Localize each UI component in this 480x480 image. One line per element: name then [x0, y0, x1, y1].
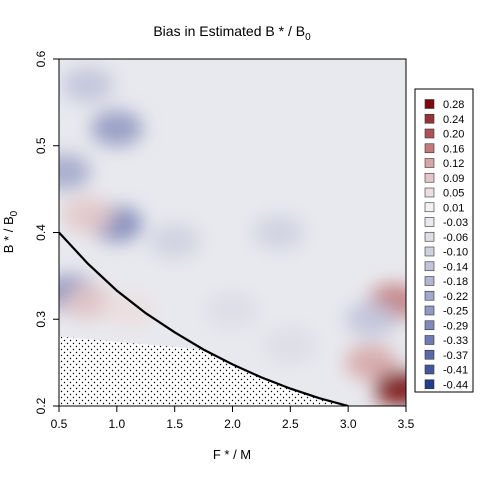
y-axis-label: B * / B0 [1, 210, 20, 253]
heatmap-region-0 [61, 67, 114, 104]
heatmap-region-5 [61, 197, 114, 234]
legend-swatch-11 [424, 261, 435, 272]
legend-box [414, 88, 474, 393]
legend-swatch-2 [424, 128, 435, 139]
x-tick-label-1: 1.0 [108, 417, 125, 431]
legend-swatch-13 [424, 290, 435, 301]
y-axis-label-subscript: 0 [9, 210, 20, 216]
legend-swatch-17 [424, 349, 435, 360]
stippled-region [59, 336, 349, 406]
legend-swatch-4 [424, 158, 435, 168]
legend-label-6: 0.05 [443, 188, 464, 200]
heatmap-region-4 [59, 153, 91, 190]
chart-title: Bias in Estimated B * / B0 [153, 23, 311, 43]
heatmap-cells [59, 67, 406, 406]
legend-label-19: -0.44 [443, 379, 468, 391]
x-axis: 0.5 1.0 1.5 2.0 2.5 3.0 3.5 [51, 406, 415, 431]
legend-swatch-0 [424, 99, 435, 109]
legend: 0.28 0.24 0.20 0.16 0.12 0.09 0.05 0.01 -0.03 -0.… [414, 88, 474, 393]
legend-swatch-9 [424, 231, 435, 242]
legend-swatch-6 [424, 187, 435, 198]
heatmap-region-10 [206, 292, 259, 329]
heatmap-region-9 [252, 214, 305, 251]
y-tick-label-1: 0.3 [34, 311, 48, 328]
legend-label-8: -0.03 [443, 217, 468, 229]
heatmap-region-15 [345, 301, 398, 338]
legend-swatch-3 [424, 143, 435, 154]
legend-swatch-15 [424, 320, 435, 331]
heatmap-region-12 [345, 344, 398, 381]
legend-label-17: -0.37 [443, 350, 468, 362]
legend-label-4: 0.12 [443, 158, 464, 170]
legend-swatch-7 [424, 202, 435, 213]
heatmap-region-1 [90, 110, 143, 147]
y-axis-label-main: B * / B [1, 216, 16, 253]
legend-label-1: 0.24 [443, 114, 464, 126]
legend-label-5: 0.09 [443, 173, 464, 185]
heatmap-region-6 [61, 283, 114, 320]
heatmap-region-13 [374, 370, 406, 406]
legend-swatch-10 [424, 246, 435, 257]
legend-swatch-18 [424, 364, 435, 375]
plot-area [59, 59, 406, 406]
legend-label-3: 0.16 [443, 143, 464, 155]
legend-swatch-19 [424, 379, 435, 390]
heatmap-region-7 [102, 292, 155, 329]
x-tick-label-6: 3.5 [398, 417, 415, 431]
legend-label-12: -0.18 [443, 276, 468, 288]
legend-label-7: 0.01 [443, 202, 464, 214]
y-tick-label-0: 0.2 [34, 397, 48, 414]
chart-title-subscript: 0 [305, 32, 311, 43]
x-tick-label-5: 3.0 [340, 417, 357, 431]
legend-label-18: -0.41 [443, 365, 468, 377]
legend-swatch-12 [424, 276, 435, 286]
x-axis-label: F * / M [213, 447, 251, 462]
legend-label-0: 0.28 [443, 99, 464, 111]
chart-title-main: Bias in Estimated B * / B [153, 23, 305, 39]
x-tick-label-0: 0.5 [51, 417, 68, 431]
legend-swatch-16 [424, 335, 435, 345]
legend-label-16: -0.33 [443, 335, 468, 347]
legend-label-14: -0.25 [443, 306, 468, 318]
boundary-curve [59, 231, 349, 406]
legend-swatch-1 [424, 113, 435, 124]
y-tick-label-4: 0.6 [34, 50, 48, 67]
x-tick-label-3: 2.0 [224, 417, 241, 431]
legend-label-9: -0.06 [443, 232, 468, 244]
legend-swatch-8 [424, 217, 435, 227]
heatmap-region-8 [148, 223, 201, 260]
legend-label-2: 0.20 [443, 129, 464, 141]
legend-swatch-14 [424, 305, 435, 316]
x-tick-label-4: 2.5 [282, 417, 299, 431]
y-axis: 0.2 0.3 0.4 0.5 0.6 [34, 50, 59, 414]
heatmap-region-16 [264, 327, 317, 364]
legend-swatch-5 [424, 172, 435, 183]
legend-label-10: -0.10 [443, 247, 468, 259]
y-tick-label-3: 0.5 [34, 137, 48, 154]
legend-label-11: -0.14 [443, 261, 468, 273]
legend-label-15: -0.29 [443, 320, 468, 332]
legend-label-13: -0.22 [443, 291, 468, 303]
x-tick-label-2: 1.5 [166, 417, 183, 431]
heatmap-region-14 [310, 127, 363, 164]
y-tick-label-2: 0.4 [34, 224, 48, 241]
